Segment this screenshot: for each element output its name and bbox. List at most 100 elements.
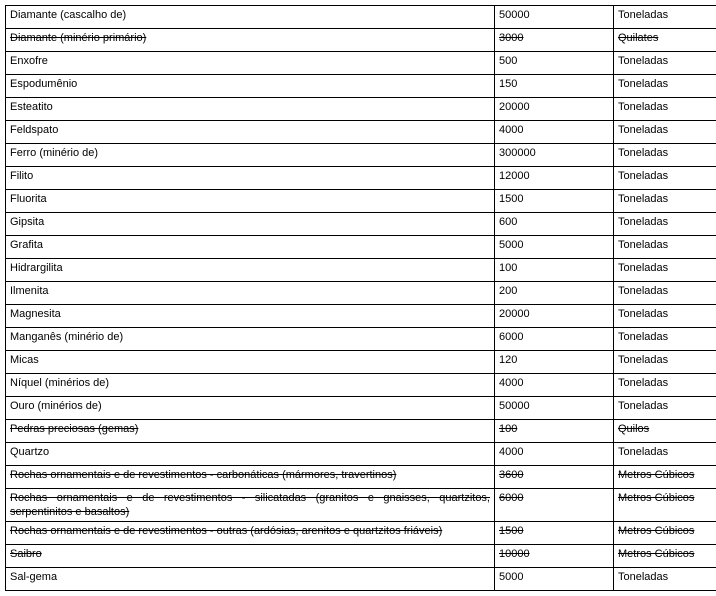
- struck-text: 3600: [499, 469, 523, 481]
- cell-unit: Toneladas: [614, 98, 716, 121]
- cell-name: Diamante (minério primário): [6, 29, 495, 52]
- cell-value: 120: [495, 351, 614, 374]
- cell-value: 4000: [495, 121, 614, 144]
- cell-name: Níquel (minérios de): [6, 374, 495, 397]
- cell-unit: Toneladas: [614, 351, 716, 374]
- cell-unit: Metros Cúbicos: [614, 522, 716, 545]
- cell-unit: Toneladas: [614, 282, 716, 305]
- cell-name: Filito: [6, 167, 495, 190]
- cell-unit: Toneladas: [614, 568, 716, 591]
- table-row: Hidrargilita100Toneladas: [6, 259, 716, 282]
- cell-name: Feldspato: [6, 121, 495, 144]
- cell-value: 100: [495, 420, 614, 443]
- cell-unit: Toneladas: [614, 213, 716, 236]
- table-row: Quartzo4000Toneladas: [6, 443, 716, 466]
- cell-unit: Toneladas: [614, 121, 716, 144]
- cell-value: 600: [495, 213, 614, 236]
- struck-text: 10000: [499, 548, 530, 560]
- cell-value: 150: [495, 75, 614, 98]
- cell-name: Micas: [6, 351, 495, 374]
- cell-name: Hidrargilita: [6, 259, 495, 282]
- table-row: Sal-gema5000Toneladas: [6, 568, 716, 591]
- struck-text: Rochas ornamentais e de revestimentos - …: [10, 492, 490, 518]
- table-row: Ouro (minérios de)50000Toneladas: [6, 397, 716, 420]
- struck-text: Metros Cúbicos: [618, 548, 694, 560]
- cell-name: Ouro (minérios de): [6, 397, 495, 420]
- cell-unit: Toneladas: [614, 75, 716, 98]
- cell-name: Diamante (cascalho de): [6, 6, 495, 29]
- table-row: Níquel (minérios de)4000Toneladas: [6, 374, 716, 397]
- cell-value: 3600: [495, 466, 614, 489]
- cell-value: 50000: [495, 397, 614, 420]
- table-row: Grafita5000Toneladas: [6, 236, 716, 259]
- cell-value: 4000: [495, 443, 614, 466]
- table-row: Filito12000Toneladas: [6, 167, 716, 190]
- cell-value: 12000: [495, 167, 614, 190]
- minerals-table: Diamante (cascalho de)50000ToneladasDiam…: [5, 5, 716, 591]
- cell-name: Gipsita: [6, 213, 495, 236]
- cell-name: Ilmenita: [6, 282, 495, 305]
- cell-value: 300000: [495, 144, 614, 167]
- cell-name: Saibro: [6, 545, 495, 568]
- struck-text: Saibro: [10, 548, 42, 560]
- table-row: Rochas ornamentais e de revestimentos - …: [6, 489, 716, 522]
- cell-unit: Toneladas: [614, 374, 716, 397]
- cell-unit: Toneladas: [614, 259, 716, 282]
- struck-text: Quilos: [618, 423, 649, 435]
- table-row: Manganês (minério de)6000Toneladas: [6, 328, 716, 351]
- table-row: Esteatito20000Toneladas: [6, 98, 716, 121]
- table-row: Ilmenita200Toneladas: [6, 282, 716, 305]
- table-row: Micas120Toneladas: [6, 351, 716, 374]
- struck-text: 6000: [499, 492, 523, 504]
- cell-name: Pedras preciosas (gemas): [6, 420, 495, 443]
- cell-name: Rochas ornamentais e de revestimentos - …: [6, 489, 495, 522]
- cell-name: Rochas ornamentais e de revestimentos - …: [6, 522, 495, 545]
- cell-name: Fluorita: [6, 190, 495, 213]
- table-row: Rochas ornamentais e de revestimentos - …: [6, 466, 716, 489]
- cell-value: 6000: [495, 328, 614, 351]
- cell-unit: Toneladas: [614, 236, 716, 259]
- cell-name: Magnesita: [6, 305, 495, 328]
- cell-value: 5000: [495, 568, 614, 591]
- struck-text: Metros Cúbicos: [618, 525, 694, 537]
- cell-unit: Toneladas: [614, 190, 716, 213]
- cell-name: Manganês (minério de): [6, 328, 495, 351]
- struck-text: 100: [499, 423, 517, 435]
- minerals-table-body: Diamante (cascalho de)50000ToneladasDiam…: [6, 6, 716, 591]
- cell-value: 20000: [495, 305, 614, 328]
- cell-value: 4000: [495, 374, 614, 397]
- cell-name: Ferro (minério de): [6, 144, 495, 167]
- cell-unit: Metros Cúbicos: [614, 545, 716, 568]
- cell-name: Quartzo: [6, 443, 495, 466]
- table-row: Rochas ornamentais e de revestimentos - …: [6, 522, 716, 545]
- cell-unit: Toneladas: [614, 328, 716, 351]
- table-row: Feldspato4000Toneladas: [6, 121, 716, 144]
- cell-name: Rochas ornamentais e de revestimentos - …: [6, 466, 495, 489]
- struck-text: 3000: [499, 32, 523, 44]
- table-row: Espodumênio150Toneladas: [6, 75, 716, 98]
- cell-name: Grafita: [6, 236, 495, 259]
- cell-unit: Toneladas: [614, 305, 716, 328]
- cell-value: 1500: [495, 190, 614, 213]
- cell-value: 5000: [495, 236, 614, 259]
- cell-unit: Toneladas: [614, 443, 716, 466]
- cell-unit: Quilates: [614, 29, 716, 52]
- struck-text: 1500: [499, 525, 523, 537]
- cell-unit: Toneladas: [614, 144, 716, 167]
- cell-value: 3000: [495, 29, 614, 52]
- cell-unit: Toneladas: [614, 397, 716, 420]
- cell-name: Enxofre: [6, 52, 495, 75]
- cell-unit: Quilos: [614, 420, 716, 443]
- cell-value: 100: [495, 259, 614, 282]
- cell-name: Esteatito: [6, 98, 495, 121]
- struck-text: Metros Cúbicos: [618, 469, 694, 481]
- struck-text: Pedras preciosas (gemas): [10, 423, 138, 435]
- cell-value: 20000: [495, 98, 614, 121]
- cell-name: Sal-gema: [6, 568, 495, 591]
- cell-name: Espodumênio: [6, 75, 495, 98]
- table-row: Diamante (minério primário) 3000 Quilates: [6, 29, 716, 52]
- cell-unit: Toneladas: [614, 52, 716, 75]
- struck-text: Quilates: [618, 32, 658, 44]
- cell-value: 6000: [495, 489, 614, 522]
- struck-text: Rochas ornamentais e de revestimentos - …: [10, 469, 396, 481]
